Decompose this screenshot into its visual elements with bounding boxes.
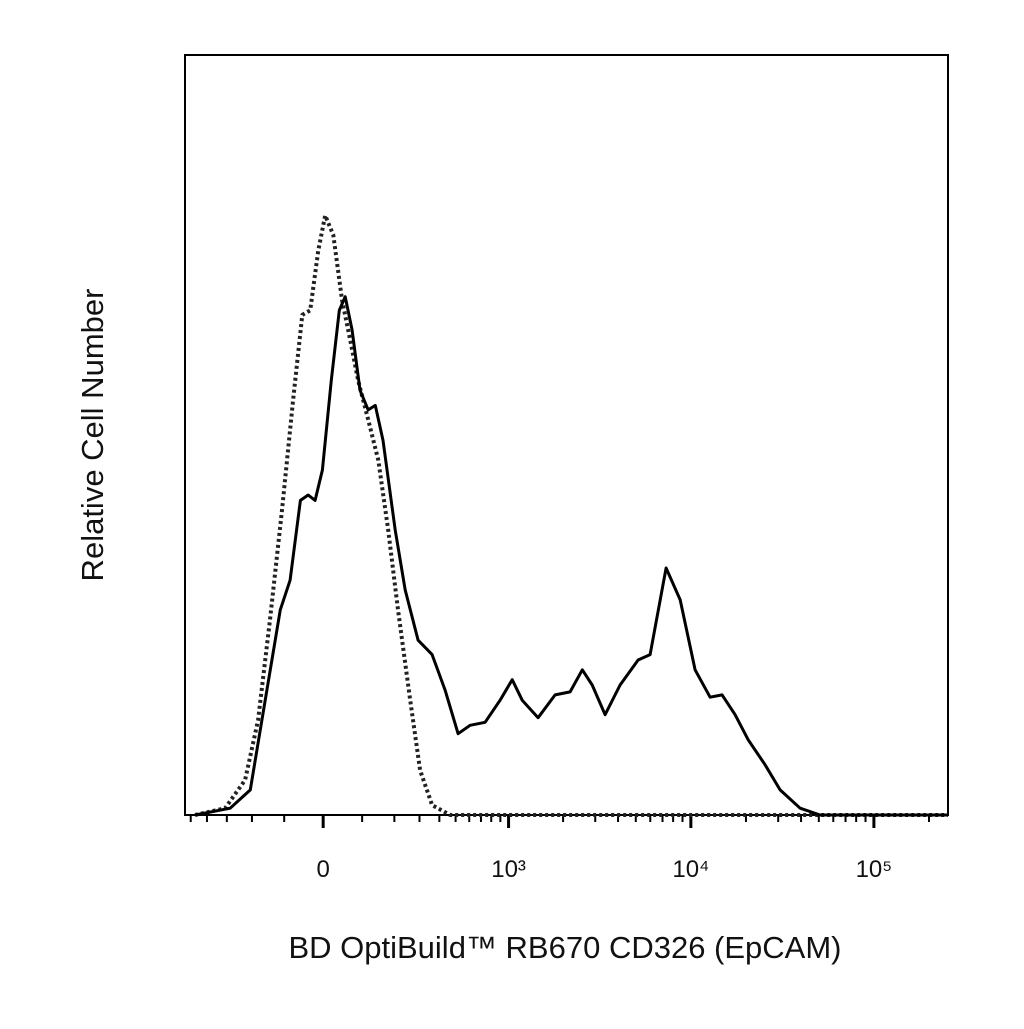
x-tick-label: 10⁴: [672, 856, 709, 883]
plot-frame: [184, 54, 949, 816]
x-tick-label: 10³: [491, 856, 526, 883]
y-axis-label: Relative Cell Number: [75, 289, 110, 582]
x-tick-label: 10⁵: [856, 856, 893, 883]
histogram-line: [194, 295, 948, 817]
histogram-line: [194, 213, 948, 817]
x-tick-label: 0: [316, 856, 329, 883]
x-axis-label: BD OptiBuild™ RB670 CD326 (EpCAM): [288, 930, 841, 965]
